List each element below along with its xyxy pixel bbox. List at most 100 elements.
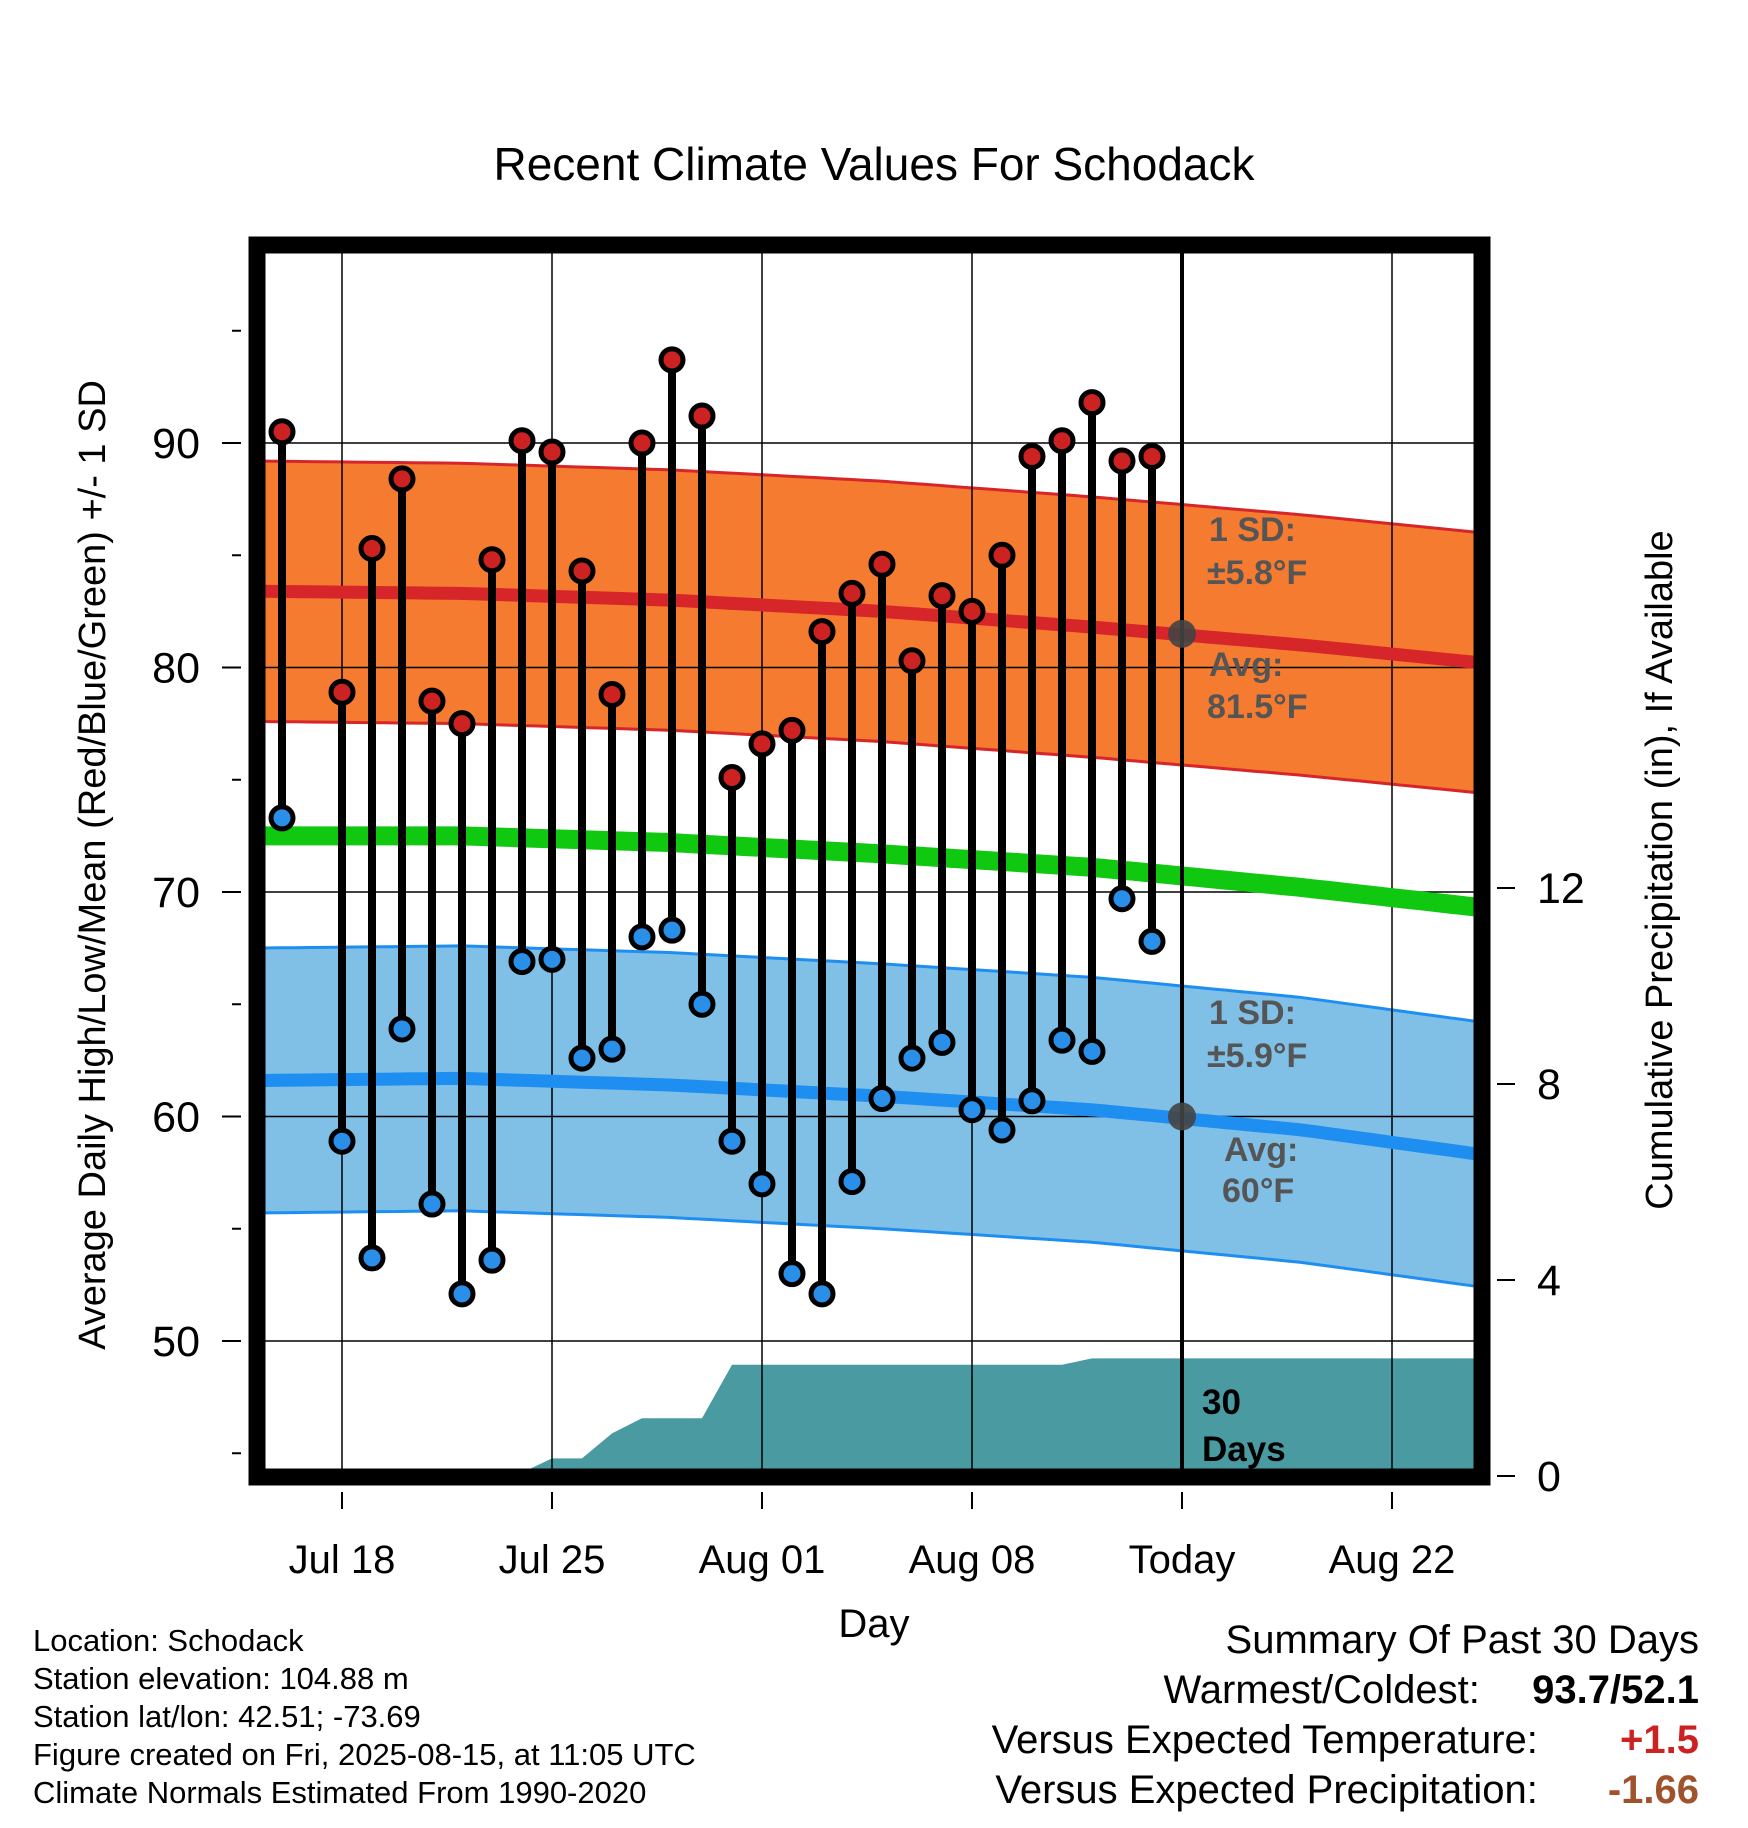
y-tick-label: 70 [152,869,200,917]
daily-low-point [658,916,686,944]
plot-frame [248,236,1491,1486]
daily-high-point [748,730,776,758]
daily-low-point [448,1280,476,1308]
y2-tick-label: 4 [1537,1257,1561,1305]
daily-high-point [448,710,476,738]
daily-high-point [418,687,446,715]
daily-high-point [988,541,1016,569]
daily-low-point [838,1168,866,1196]
daily-low-point [688,990,716,1018]
high-sd-value: ±5.8°F [1207,554,1307,592]
y-tick-label: 60 [152,1094,200,1142]
elevation-text: Station elevation: 104.88 m [33,1661,409,1696]
high-average-line [257,584,1480,670]
daily-low-point [748,1170,776,1198]
y2-tick-label: 0 [1537,1453,1561,1501]
daily-high-point [808,618,836,646]
high-sd-upper-edge [257,459,1480,534]
low-avg-value: 60°F [1222,1172,1294,1210]
daily-low-point [268,804,296,832]
daily-low-point [1018,1087,1046,1115]
daily-low-point [958,1096,986,1124]
daily-low-point [328,1127,356,1155]
daily-low-point [778,1260,806,1288]
summary-panel: Summary Of Past 30 Days Warmest/Coldest:… [992,1615,1699,1815]
y2-axis-label: Cumulative Precipitation (in), If Availa… [1639,530,1681,1209]
station-info: Location: Schodack Station elevation: 10… [33,1622,696,1812]
precipitation-departure-row: Versus Expected Precipitation: -1.66 [992,1765,1699,1815]
high-avg-label: Avg: [1209,646,1283,684]
today-high-normal-marker [1168,619,1196,648]
high-avg-value: 81.5°F [1207,688,1308,726]
daily-high-point [508,427,536,455]
daily-low-point [418,1190,446,1218]
low-sd-value: ±5.9°F [1207,1037,1307,1075]
warmest-coldest-row: Warmest/Coldest: 93.7/52.1 [992,1665,1699,1715]
daily-low-point [928,1028,956,1056]
y-tick-label: 80 [152,645,200,693]
normals-text: Climate Normals Estimated From 1990-2020 [33,1775,647,1810]
today-low-normal-marker [1168,1102,1196,1131]
daily-high-point [628,429,656,457]
temperature-departure-value: +1.5 [1620,1718,1699,1762]
daily-high-point [598,680,626,708]
daily-high-point [328,678,356,706]
y-axis-label: Average Daily High/Low/Mean (Red/Blue/Gr… [72,380,114,1350]
daily-high-point [268,418,296,446]
created-text: Figure created on Fri, 2025-08-15, at 11… [33,1737,696,1772]
daily-low-point [628,923,656,951]
slash-separator: / [1610,1668,1622,1712]
high-sd-label: 1 SD: [1209,511,1296,549]
x-tick-label: Aug 01 [699,1538,826,1582]
daily-low-point [388,1015,416,1043]
location-text: Location: Schodack [33,1623,304,1658]
daily-high-point [358,535,386,563]
warmest-value: 93.7 [1532,1668,1611,1712]
daily-high-point [688,402,716,430]
y2-tick-label: 8 [1537,1061,1561,1109]
daily-high-point [568,557,596,585]
warmest-coldest-label: Warmest/Coldest: [1163,1668,1480,1712]
x-tick-label: Aug 22 [1329,1538,1456,1582]
summary-title: Summary Of Past 30 Days [1225,1618,1699,1662]
coldest-value: 52.1 [1621,1668,1699,1712]
low-sd-label: 1 SD: [1209,994,1296,1032]
window-label-text: Days [1202,1430,1286,1469]
y-tick-label: 90 [152,420,200,468]
daily-low-point [1048,1026,1076,1054]
x-axis-label: Day [838,1602,909,1646]
x-tick-label: Jul 18 [289,1538,396,1582]
window-label-number: 30 [1202,1383,1241,1422]
daily-high-point [1078,389,1106,417]
daily-low-point [568,1044,596,1072]
high-sd-band [257,461,1479,793]
daily-high-point [718,764,746,792]
low-avg-label: Avg: [1224,1131,1298,1169]
x-tick-label: Today [1129,1538,1236,1582]
daily-low-point [808,1280,836,1308]
daily-high-point [778,716,806,744]
x-tick-label: Aug 08 [909,1538,1036,1582]
daily-high-point [868,550,896,578]
daily-low-point [898,1044,926,1072]
precipitation-departure-label: Versus Expected Precipitation: [995,1768,1538,1812]
daily-high-point [1048,427,1076,455]
daily-high-point [388,465,416,493]
daily-low-point [478,1246,506,1274]
temperature-departure-label: Versus Expected Temperature: [991,1718,1538,1762]
daily-low-point [868,1085,896,1113]
high-sd-lower-edge [257,719,1480,795]
temperature-departure-row: Versus Expected Temperature: +1.5 [992,1715,1699,1765]
low-sd-upper-edge [257,944,1480,1024]
daily-low-point [988,1116,1016,1144]
daily-low-point [538,945,566,973]
daily-high-point [898,647,926,675]
daily-low-point [358,1244,386,1272]
latlon-text: Station lat/lon: 42.51; -73.69 [33,1699,421,1734]
precipitation-departure-value: -1.66 [1607,1768,1699,1812]
precipitation-area [257,1358,1482,1476]
daily-high-point [958,597,986,625]
daily-high-point [478,546,506,574]
